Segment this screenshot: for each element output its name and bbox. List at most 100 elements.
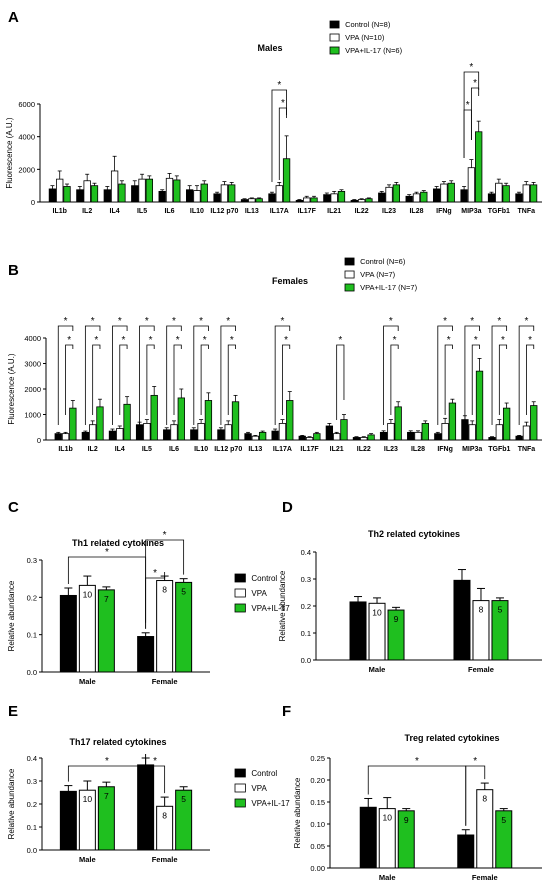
significance-star: * xyxy=(443,316,447,327)
bar-vpa-il17 xyxy=(310,197,318,203)
x-tick-label: IL13 xyxy=(248,446,262,453)
significance-bracket xyxy=(139,325,155,425)
significance-bracket xyxy=(84,325,101,425)
bar-vpa-il17 xyxy=(258,431,267,441)
bar-vpa-il17 xyxy=(63,186,71,203)
significance-star: * xyxy=(447,335,451,346)
x-tick-label: IL17A xyxy=(273,446,292,453)
significance-star: * xyxy=(149,335,153,346)
chart-title: Females xyxy=(272,276,308,286)
bar-control xyxy=(103,189,111,203)
bar-n-label: 9 xyxy=(394,614,399,624)
bar-vpa xyxy=(143,423,151,441)
legend-swatch-vpa-il17 xyxy=(234,603,246,613)
y-tick-label: 0.20 xyxy=(310,776,325,785)
significance-star: * xyxy=(203,335,207,346)
bar-vpa xyxy=(468,424,476,441)
bar-vpa-il17 xyxy=(475,131,483,203)
significance-star: * xyxy=(284,335,288,346)
panel-letter-C: C xyxy=(8,499,19,516)
bar-control xyxy=(298,435,306,441)
legend-label: VPA+IL-17 (N=7) xyxy=(360,283,417,292)
x-tick-label: IL23 xyxy=(384,446,398,453)
bar-control xyxy=(217,429,225,441)
significance-bracket xyxy=(437,325,453,425)
significance-star: * xyxy=(64,316,68,327)
bar-control xyxy=(379,431,388,441)
bar-vpa-il17 xyxy=(502,185,510,203)
x-tick-label: TNFa xyxy=(518,208,536,215)
bar-control xyxy=(108,430,117,441)
y-tick-label: 0.05 xyxy=(310,842,325,851)
y-tick-label: 0.3 xyxy=(27,777,37,786)
significance-star: * xyxy=(105,547,109,558)
y-tick-label: 0.4 xyxy=(301,548,311,557)
bar-vpa-il17 xyxy=(118,183,126,203)
significance-star: * xyxy=(473,78,477,89)
x-tick-label: Female xyxy=(152,677,178,686)
significance-star: * xyxy=(163,530,167,541)
y-tick-label: 0.10 xyxy=(310,820,325,829)
x-tick-label: IL12 p70 xyxy=(210,208,238,215)
significance-bracket xyxy=(146,344,155,415)
significance-bracket xyxy=(498,344,508,415)
legend-label: VPA+IL-17 xyxy=(251,604,290,613)
bar-control xyxy=(213,193,221,203)
significance-bracket xyxy=(491,325,508,425)
significance-star: * xyxy=(281,98,285,109)
bar-vpa xyxy=(495,424,503,441)
bar-vpa-il17 xyxy=(123,403,131,441)
significance-star: * xyxy=(176,335,180,346)
legend-label: Control (N=8) xyxy=(345,20,391,29)
bar-vpa xyxy=(278,423,287,441)
y-axis-label: Relative abundance xyxy=(7,768,16,839)
x-tick-label: TGFb1 xyxy=(488,446,510,453)
bar-vpa-il17 xyxy=(177,397,185,441)
bar-vpa-il17 xyxy=(447,182,455,203)
y-tick-label: 0.0 xyxy=(301,656,311,665)
legend-swatch-vpa xyxy=(344,270,355,279)
significance-bracket xyxy=(336,344,345,420)
bar-control xyxy=(434,433,442,441)
bar-vpa-il17 xyxy=(231,401,240,441)
significance-star: * xyxy=(469,62,473,73)
significance-bracket xyxy=(112,325,128,425)
significance-bracket xyxy=(463,109,472,158)
x-tick-label: IL17A xyxy=(270,208,289,215)
y-tick-label: 4000 xyxy=(24,334,41,343)
x-tick-label: IL2 xyxy=(88,446,98,453)
bar-control xyxy=(487,193,496,203)
significance-star: * xyxy=(121,335,125,346)
x-tick-label: IL22 xyxy=(355,208,369,215)
x-tick-label: IL5 xyxy=(137,208,147,215)
bar-control xyxy=(271,430,279,441)
significance-bracket xyxy=(444,344,453,415)
legend-swatch-control xyxy=(344,257,355,266)
bar-control xyxy=(432,188,441,203)
y-tick-label: 0.2 xyxy=(27,593,37,602)
bar-control xyxy=(325,425,334,441)
bar-vpa-il17 xyxy=(200,183,208,203)
x-tick-label: IL28 xyxy=(411,446,425,453)
bar-vpa xyxy=(357,199,366,203)
bar-n-label: 8 xyxy=(66,599,71,609)
x-tick-label: IL6 xyxy=(164,208,174,215)
bar-vpa-il17 xyxy=(96,406,104,441)
x-tick-label: Female xyxy=(152,855,178,864)
significance-star: * xyxy=(277,80,281,91)
bar-vpa-il17 xyxy=(448,402,457,441)
x-tick-label: MIP3a xyxy=(462,446,482,453)
bar-vpa-il17 xyxy=(420,191,428,203)
bar-n-label: 5 xyxy=(501,815,506,825)
significance-star: * xyxy=(415,756,419,767)
significance-star: * xyxy=(153,756,157,767)
significance-star: * xyxy=(94,335,98,346)
bar-control xyxy=(352,437,361,441)
y-tick-label: 0.15 xyxy=(310,798,325,807)
x-tick-label: Male xyxy=(379,873,396,882)
x-tick-label: IL2 xyxy=(82,208,92,215)
y-tick-label: 6000 xyxy=(18,100,35,109)
significance-star: * xyxy=(524,316,528,327)
bar-vpa xyxy=(333,433,341,441)
bar-vpa-il17 xyxy=(475,370,484,441)
